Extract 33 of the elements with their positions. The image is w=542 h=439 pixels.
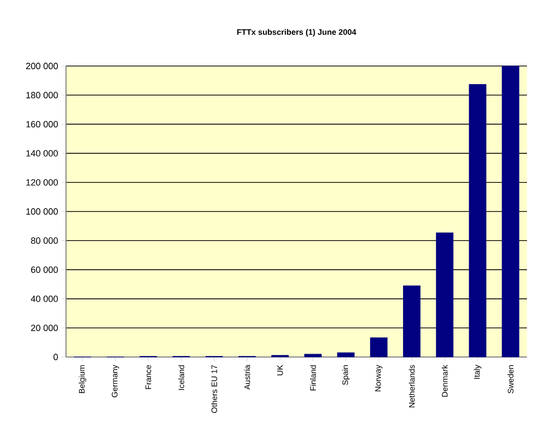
x-tick-label: Finland bbox=[310, 365, 316, 390]
chart-title: FTTx subscribers (1) June 2004 bbox=[237, 29, 356, 36]
y-tick-label: 180 000 bbox=[26, 92, 58, 98]
x-tick-label: Netherlands bbox=[408, 365, 415, 408]
bar bbox=[337, 352, 355, 358]
x-tick-label: Italy bbox=[474, 364, 482, 379]
bar bbox=[403, 285, 420, 358]
y-tick-label: 60 000 bbox=[31, 266, 58, 273]
bar bbox=[502, 66, 520, 358]
x-tick-label: Iceland bbox=[178, 365, 184, 390]
x-tick-label: Germany bbox=[112, 364, 120, 398]
y-tick-label: 140 000 bbox=[26, 150, 58, 156]
bar bbox=[370, 337, 388, 358]
y-tick-label: 160 000 bbox=[26, 121, 58, 128]
x-tick-label: Sweden bbox=[508, 365, 514, 394]
x-tick-label: UK bbox=[277, 364, 283, 376]
x-tick-label: Denmark bbox=[442, 364, 448, 397]
bar bbox=[468, 84, 486, 358]
x-tick-label: Spain bbox=[342, 365, 350, 385]
bar bbox=[436, 232, 454, 358]
y-tick-label: 100 000 bbox=[26, 208, 58, 215]
x-tick-label: Belgium bbox=[78, 365, 86, 394]
y-tick-label: 80 000 bbox=[31, 237, 58, 244]
y-tick-label: 20 000 bbox=[31, 324, 58, 332]
x-tick-label: Others EU 17 bbox=[211, 365, 218, 413]
x-tick-label: France bbox=[146, 365, 152, 390]
y-tick-label: 200 000 bbox=[26, 62, 58, 70]
x-tick-label: Norway bbox=[375, 364, 382, 392]
bar bbox=[304, 354, 322, 358]
y-tick-label: 40 000 bbox=[30, 296, 58, 302]
x-tick-label: Austria bbox=[244, 364, 250, 390]
y-tick-label: 0 bbox=[54, 354, 58, 360]
y-tick-label: 120 000 bbox=[26, 179, 58, 186]
